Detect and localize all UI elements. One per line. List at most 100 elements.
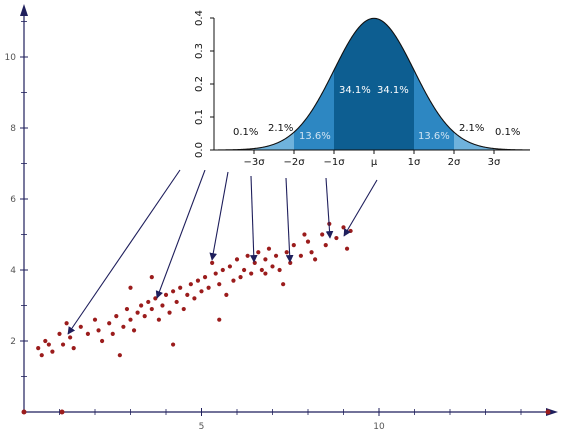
data-point bbox=[124, 306, 130, 312]
inset-x-tick-label: 3σ bbox=[488, 157, 501, 168]
data-point bbox=[46, 342, 51, 347]
data-point bbox=[291, 243, 296, 248]
data-point bbox=[36, 346, 41, 351]
y-axis-arrow-icon bbox=[20, 4, 28, 16]
pct-band2-left: 2.1% bbox=[268, 123, 293, 134]
data-point bbox=[210, 260, 215, 265]
inset-x-tick-label: −1σ bbox=[323, 157, 345, 168]
data-point bbox=[242, 267, 247, 273]
inset-x-ticks: −3σ −2σ −1σ μ 1σ 2σ 3σ bbox=[243, 150, 501, 168]
arrow-3 bbox=[209, 171, 229, 261]
axis-point bbox=[59, 409, 65, 415]
data-point bbox=[323, 243, 328, 248]
data-point bbox=[192, 296, 197, 301]
axis-end-point bbox=[545, 409, 551, 415]
data-point bbox=[68, 335, 73, 340]
data-point bbox=[156, 317, 161, 322]
y-tick-label: 8 bbox=[10, 124, 16, 134]
data-point bbox=[259, 267, 264, 273]
data-point bbox=[344, 246, 350, 251]
data-point bbox=[277, 267, 282, 273]
arrow-6 bbox=[325, 177, 334, 239]
pct-tail-right: 0.1% bbox=[495, 127, 520, 138]
data-point bbox=[43, 338, 48, 344]
pct-tail-left: 0.1% bbox=[233, 127, 258, 138]
data-point bbox=[348, 228, 353, 234]
data-point bbox=[298, 253, 303, 258]
arrow-2 bbox=[155, 169, 206, 299]
data-point bbox=[313, 257, 318, 262]
inset-x-tick-label: μ bbox=[371, 157, 378, 168]
scatter-points bbox=[36, 221, 353, 358]
data-point bbox=[107, 321, 112, 326]
data-point bbox=[238, 275, 243, 280]
inset-y-ticks: 0.0 0.1 0.2 0.3 0.4 bbox=[194, 10, 214, 158]
data-point bbox=[188, 282, 193, 287]
y-tick-label: 4 bbox=[10, 266, 16, 276]
pct-band1-left: 13.6% bbox=[299, 131, 331, 142]
data-point bbox=[181, 306, 186, 312]
data-point bbox=[234, 257, 240, 262]
data-point bbox=[139, 303, 144, 308]
data-point bbox=[85, 331, 90, 336]
data-point bbox=[266, 246, 272, 251]
x-axis-ticks: 5 10 bbox=[59, 408, 522, 432]
inset-y-tick-label: 0.0 bbox=[194, 142, 205, 158]
data-point bbox=[252, 260, 257, 265]
inset-y-tick-label: 0.1 bbox=[194, 109, 205, 125]
data-point bbox=[121, 324, 126, 329]
y-tick-label: 10 bbox=[5, 53, 17, 63]
arrow-4 bbox=[249, 175, 258, 263]
data-point bbox=[71, 346, 76, 351]
origin-point bbox=[21, 409, 27, 415]
y-tick-label: 2 bbox=[10, 337, 16, 347]
data-point bbox=[117, 353, 122, 358]
inset-y-tick-label: 0.3 bbox=[194, 43, 205, 59]
data-point bbox=[273, 253, 279, 258]
data-point bbox=[206, 285, 211, 290]
data-point bbox=[57, 331, 62, 336]
x-tick-label: 5 bbox=[199, 422, 205, 432]
data-point bbox=[78, 324, 83, 329]
data-point bbox=[213, 271, 218, 276]
data-point bbox=[128, 285, 133, 290]
data-point bbox=[256, 250, 261, 255]
data-point bbox=[305, 239, 311, 244]
data-point bbox=[270, 264, 275, 269]
data-point bbox=[284, 250, 289, 255]
data-point bbox=[135, 310, 140, 315]
inset-x-tick-label: 2σ bbox=[448, 157, 461, 168]
data-point bbox=[245, 253, 250, 258]
data-point bbox=[341, 225, 346, 230]
inset-y-tick-label: 0.4 bbox=[194, 10, 205, 26]
data-point bbox=[231, 278, 236, 283]
data-point bbox=[178, 285, 183, 290]
data-point bbox=[263, 257, 268, 262]
data-point bbox=[110, 331, 115, 336]
inset-x-tick-label: −3σ bbox=[243, 157, 265, 168]
data-point bbox=[185, 292, 190, 297]
data-point bbox=[160, 303, 165, 308]
data-point bbox=[309, 250, 314, 255]
data-point bbox=[64, 321, 69, 326]
x-tick-label: 10 bbox=[373, 422, 385, 432]
inset-y-tick-label: 0.2 bbox=[194, 76, 205, 92]
data-point bbox=[217, 317, 222, 322]
data-point bbox=[302, 232, 307, 237]
pct-center-left: 34.1% bbox=[339, 85, 371, 96]
y-axis-ticks: 2 4 6 8 10 bbox=[5, 21, 28, 377]
data-point bbox=[171, 342, 176, 347]
data-point bbox=[220, 267, 225, 273]
data-point bbox=[131, 328, 137, 333]
data-point bbox=[60, 342, 66, 347]
data-point bbox=[163, 292, 169, 297]
inset-x-tick-label: −2σ bbox=[283, 157, 305, 168]
data-point bbox=[171, 289, 176, 294]
arrow-7 bbox=[343, 179, 378, 237]
pct-band2-right: 2.1% bbox=[459, 123, 484, 134]
data-point bbox=[227, 264, 232, 269]
inset-x-tick-label: 1σ bbox=[408, 157, 421, 168]
data-point bbox=[50, 349, 55, 354]
arrow-5 bbox=[285, 177, 294, 263]
y-tick-label: 6 bbox=[10, 195, 16, 205]
